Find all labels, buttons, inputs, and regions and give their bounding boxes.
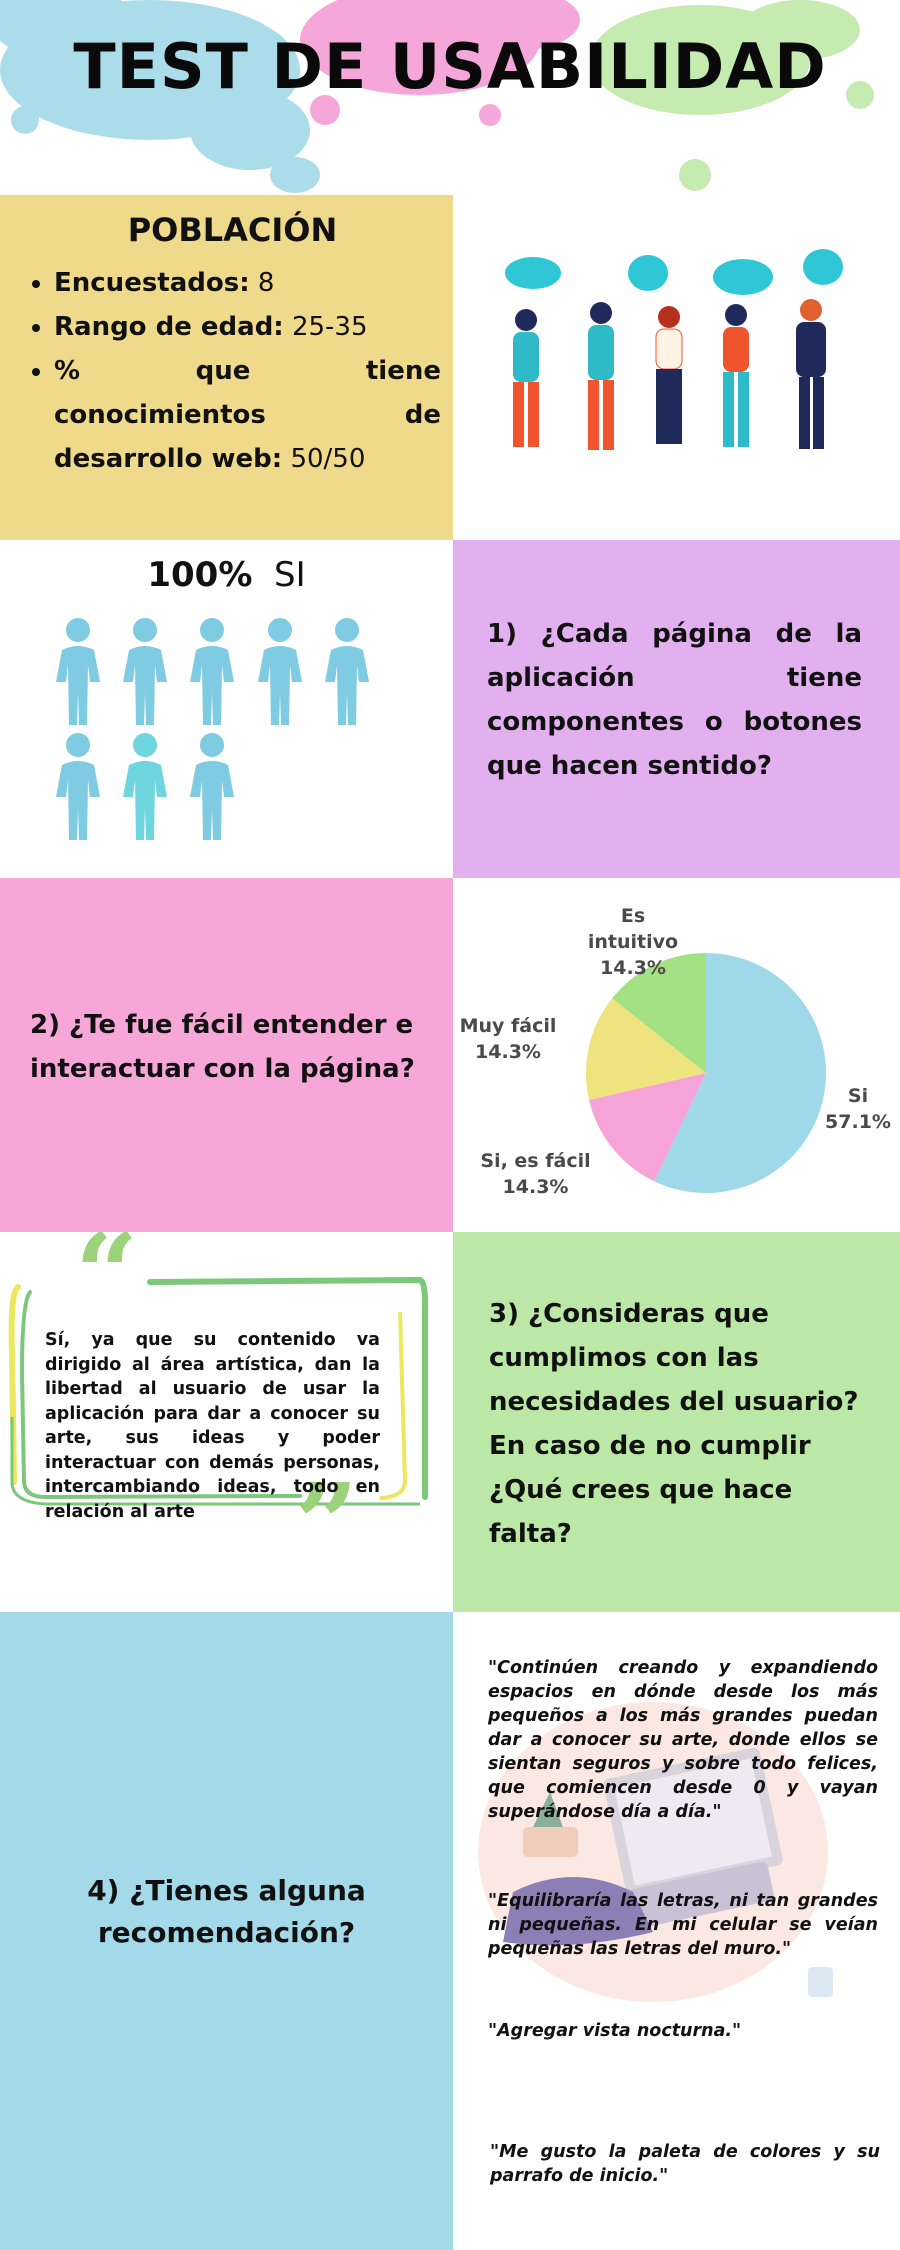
poblacion-section: POBLACIÓN Encuestados: 8 Rango de edad: … <box>0 195 453 540</box>
person-icon <box>56 733 100 840</box>
q1-question-panel: 1) ¿Cada página de la aplicación tiene c… <box>453 540 900 878</box>
item-value: 50/50 <box>282 444 366 474</box>
person-icon <box>190 733 234 840</box>
q2-pie-chart <box>586 953 826 1193</box>
q1-percent: 100% <box>147 555 253 595</box>
pie-slice-2 <box>589 1073 706 1182</box>
item-label: Rango de edad: <box>54 312 284 342</box>
q1-result: 100% SI <box>0 555 453 595</box>
pie-label-es-intuitivo: Es intuitivo 14.3% <box>587 905 679 979</box>
page-title: TEST DE USABILIDAD <box>73 30 827 103</box>
q2-chart-panel: Es intuitivo 14.3% Muy fácil 14.3% Si, es … <box>453 878 900 1232</box>
q4-recommendations-panel: "Continúen creando y expandiendo espacio… <box>453 1612 900 2250</box>
q3-quote-panel: “ ” <box>0 1209 453 1612</box>
people-icons <box>56 618 369 840</box>
item-value: 25-35 <box>283 312 368 342</box>
item-label: % que tiene conocimientos de desarrollo … <box>54 356 441 474</box>
q2-question: 2) ¿Te fue fácil entender e interactuar … <box>30 1010 415 1084</box>
group-of-people-illustration <box>505 249 843 450</box>
list-item: Rango de edad: 25-35 <box>54 305 441 349</box>
person-icon <box>123 618 167 725</box>
pie-slice-1 <box>654 953 826 1193</box>
q3-question: 3) ¿Consideras que cumplimos con las nec… <box>489 1299 859 1549</box>
q4-question: 4) ¿Tienes alguna recomendación? <box>87 1874 366 1949</box>
item-label: Encuestados: <box>54 268 250 298</box>
pie-slice-4 <box>612 953 706 1073</box>
header-banner: TEST DE USABILIDAD <box>0 0 900 195</box>
recommendation-1: "Continúen creando y expandiendo espacio… <box>488 1658 878 1822</box>
close-quote-icon: ” <box>295 1459 358 1588</box>
item-value: 8 <box>249 268 275 298</box>
people-illustration <box>453 195 900 540</box>
person-icon <box>123 733 167 840</box>
person-icon <box>325 618 369 725</box>
recommendation-3: "Agregar vista nocturna." <box>488 2021 742 2041</box>
poblacion-title: POBLACIÓN <box>127 211 338 249</box>
q1-answer-panel <box>0 540 453 878</box>
person-icon <box>56 618 100 725</box>
recommendation-2: "Equilibraría las letras, ni tan grandes… <box>488 1891 878 1959</box>
poblacion-list: Encuestados: 8 Rango de edad: 25-35 % qu… <box>24 261 441 481</box>
paint-splash-decoration <box>0 0 874 193</box>
q3-quote-text: Sí, ya que su contenido va dirigido al á… <box>45 1330 380 1522</box>
pie-slice-3 <box>586 998 706 1100</box>
q4-question-panel <box>0 1612 453 2250</box>
pie-label-si-es-facil: Si, es fácil 14.3% <box>480 1150 591 1198</box>
list-item: % que tiene conocimientos de desarrollo … <box>54 349 441 481</box>
recommendation-4: "Me gusto la paleta de colores y su parr… <box>490 2142 880 2186</box>
pie-label-muy-facil: Muy fácil 14.3% <box>459 1015 557 1063</box>
pie-label-si: Si 57.1% <box>825 1085 891 1133</box>
laptop-illustration <box>478 1702 833 2002</box>
q1-answer: SI <box>274 555 306 595</box>
q2-question-panel: 2) ¿Te fue fácil entender e interactuar … <box>0 878 453 1232</box>
person-icon <box>190 618 234 725</box>
open-quote-icon: “ <box>75 1232 138 1338</box>
list-item: Encuestados: 8 <box>54 261 441 305</box>
person-icon <box>258 618 302 725</box>
q3-question-panel: 3) ¿Consideras que cumplimos con las nec… <box>453 1232 900 1612</box>
q1-question: 1) ¿Cada página de la aplicación tiene c… <box>487 619 862 781</box>
